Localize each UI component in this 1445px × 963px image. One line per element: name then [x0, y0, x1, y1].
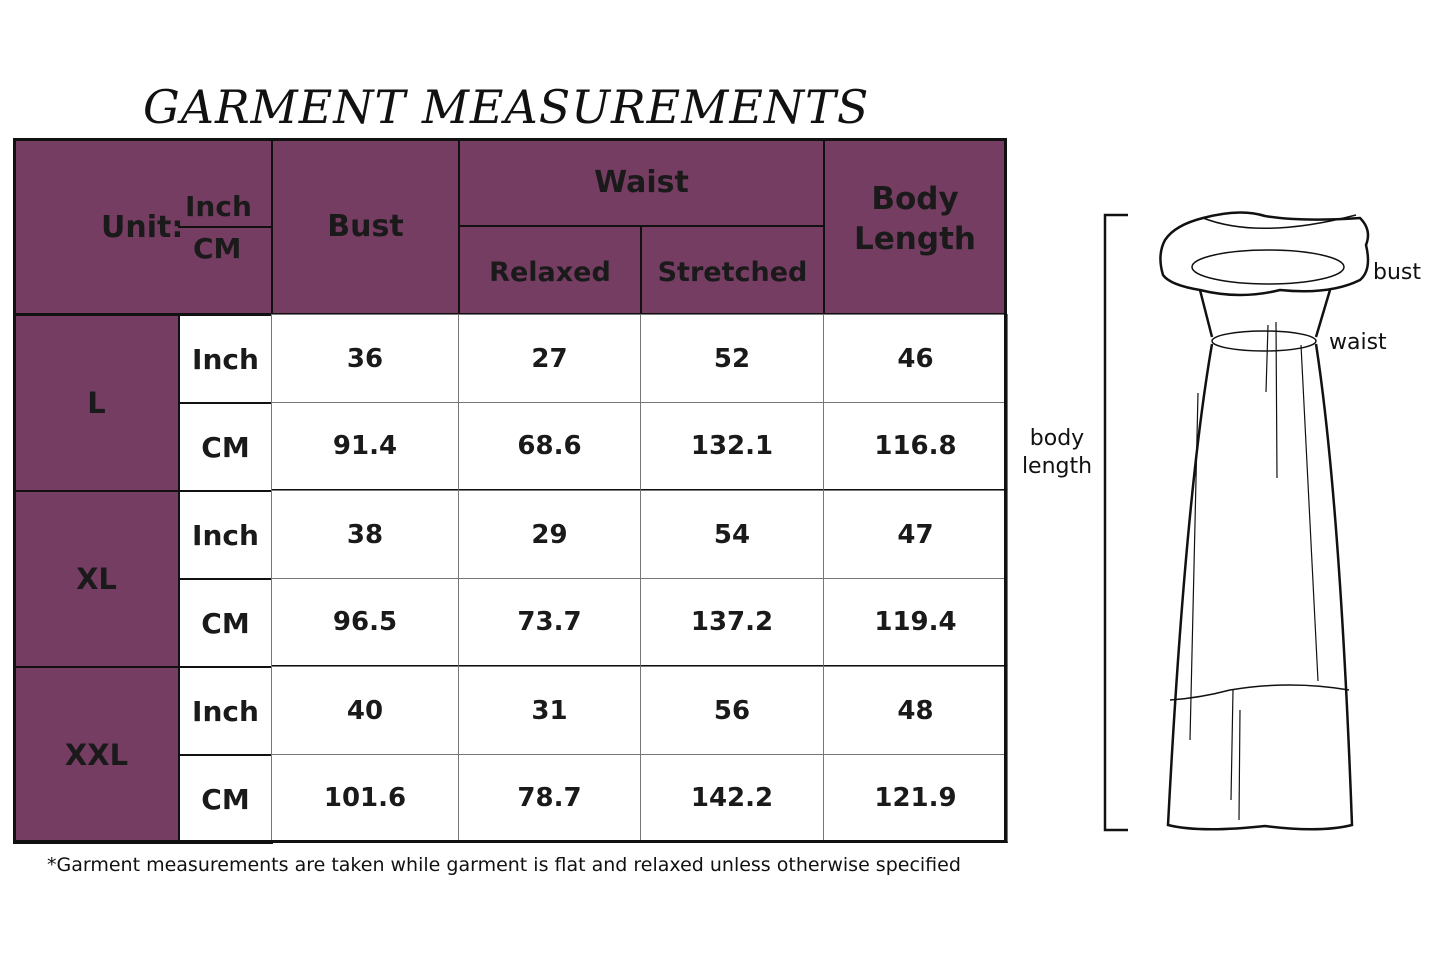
- table-cell: 36: [271, 314, 459, 403]
- dress-bodice: [1198, 289, 1332, 338]
- body-length-line1: Body: [871, 180, 959, 217]
- table-cell: 142.2: [640, 754, 824, 843]
- unit-label: Unit:: [101, 210, 184, 245]
- waist-line: [1211, 330, 1317, 352]
- size-label-xl: XL: [13, 490, 180, 668]
- table-cell: 52: [640, 314, 824, 403]
- bust-label: bust: [1373, 260, 1421, 285]
- table-cell: 73.7: [458, 578, 641, 667]
- table-cell: 101.6: [271, 754, 459, 843]
- table-cell: 119.4: [823, 578, 1008, 667]
- table-cell: 116.8: [823, 402, 1008, 491]
- table-cell: 68.6: [458, 402, 641, 491]
- table-cell: 29: [458, 490, 641, 579]
- unit-cell-cm: CM: [178, 402, 273, 492]
- table-cell: 91.4: [271, 402, 459, 491]
- table-cell: 78.7: [458, 754, 641, 843]
- skirt-tier: [1169, 684, 1350, 701]
- body-length-header: Body Length: [823, 138, 1007, 315]
- unit-cell-inch: Inch: [178, 666, 273, 756]
- table-cell: 40: [271, 666, 459, 755]
- waist-relaxed-header: Relaxed: [458, 225, 642, 315]
- table-cell: 27: [458, 314, 641, 403]
- table-cell: 132.1: [640, 402, 824, 491]
- footnote: *Garment measurements are taken while ga…: [47, 854, 961, 876]
- dress-ruffle: [1159, 211, 1370, 297]
- unit-cell-inch: Inch: [178, 490, 273, 580]
- waist-header: Waist: [458, 138, 825, 227]
- unit-cm-label: CM: [193, 232, 242, 265]
- body-length-label-line1: body: [1029, 426, 1085, 451]
- table-cell: 96.5: [271, 578, 459, 667]
- table-cell: 54: [640, 490, 824, 579]
- unit-cell-cm: CM: [178, 578, 273, 668]
- waist-label: waist: [1329, 330, 1387, 355]
- bust-line: [1191, 249, 1345, 285]
- body-length-line2: Length: [854, 220, 976, 257]
- table-cell: 46: [823, 314, 1008, 403]
- unit-cell-inch: Inch: [178, 314, 273, 404]
- table-cell: 56: [640, 666, 824, 755]
- unit-divider: [178, 226, 273, 228]
- body-length-label: body length: [1017, 425, 1097, 481]
- bust-header: Bust: [271, 138, 460, 315]
- waist-stretched-header: Stretched: [640, 225, 825, 315]
- unit-cell-cm: CM: [178, 754, 273, 844]
- unit-inch-label: Inch: [185, 190, 252, 223]
- table-cell: 38: [271, 490, 459, 579]
- size-label-xxl: XXL: [13, 666, 180, 844]
- dress-neckline: [1202, 214, 1357, 230]
- size-label-l: L: [13, 314, 180, 492]
- table-cell: 48: [823, 666, 1008, 755]
- skirt-folds: [1189, 321, 1319, 821]
- body-length-label-line2: length: [1021, 454, 1093, 479]
- page-title: GARMENT MEASUREMENTS: [143, 80, 870, 134]
- unit-header-cell: Unit: Inch CM: [13, 138, 273, 315]
- dress-skirt: [1166, 343, 1354, 831]
- table-cell: 137.2: [640, 578, 824, 667]
- table-cell: 47: [823, 490, 1008, 579]
- table-cell: 121.9: [823, 754, 1008, 843]
- table-cell: 31: [458, 666, 641, 755]
- length-bracket: [1103, 213, 1128, 832]
